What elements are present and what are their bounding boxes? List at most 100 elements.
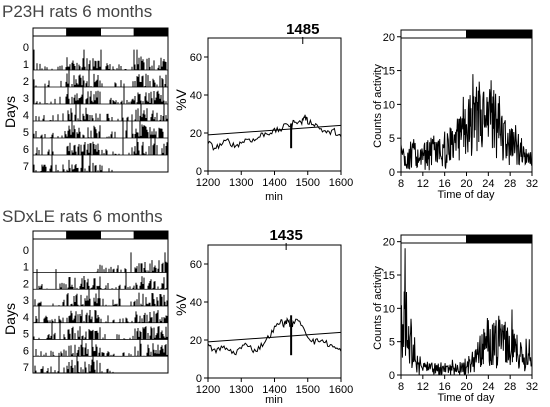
periodogram-xtick-label: 1300 xyxy=(229,177,253,189)
periodogram-ytick-label: 60 xyxy=(190,52,202,64)
row1-periodogram-ylabel: %V xyxy=(173,88,189,110)
profile-ytick-label: 0 xyxy=(389,370,395,382)
actogram-day-label: 7 xyxy=(23,161,29,173)
row2-title: SDxLE rats 6 months xyxy=(2,207,163,226)
periodogram-xtick-label: 1200 xyxy=(196,384,220,396)
actogram-activity-bars xyxy=(33,83,167,104)
actogram-activity-bars xyxy=(32,352,114,373)
actogram-lightbar-segment xyxy=(133,230,169,240)
row1-actogram: Days 0 1 2 3 4 5 6 7 xyxy=(2,27,169,173)
profile-ytick-label: 15 xyxy=(383,66,395,78)
row2-periodogram: %V min 1435 1200 1300 1400 1500 1600 0 20 40 60 xyxy=(173,227,353,406)
profile-ytick-label: 10 xyxy=(383,99,395,111)
row1-periodogram: %V min 1485 1200 1300 1400 1500 1600 0 20 40 60 xyxy=(173,21,353,203)
periodogram-ytick-label: 40 xyxy=(190,90,202,102)
profile-ytick-label: 5 xyxy=(389,133,395,145)
actogram-activity-bars xyxy=(34,302,168,323)
actogram-day-label: 0 xyxy=(23,42,29,54)
row1-periodogram-frame xyxy=(207,37,342,172)
row1-profile-light-bar xyxy=(400,29,467,39)
row2-actogram-day-labels: 0 1 2 3 4 5 6 7 xyxy=(23,245,29,374)
actogram-activity-bars xyxy=(33,117,164,138)
actogram-day-label: 6 xyxy=(23,345,29,357)
actogram-lightbar-segment xyxy=(133,27,169,37)
row1-actogram-activity xyxy=(32,49,168,173)
periodogram-ytick-label: 0 xyxy=(196,373,202,385)
row1-periodogram-yticks: 0 20 40 60 xyxy=(190,52,208,178)
actogram-day-label: 4 xyxy=(23,110,29,122)
periodogram-xtick-label: 1600 xyxy=(329,384,353,396)
actogram-day-label: 3 xyxy=(23,295,29,307)
row2-profile-yticks: 0 5 10 15 20 xyxy=(383,237,401,382)
profile-ytick-label: 0 xyxy=(389,167,395,179)
profile-ytick-label: 20 xyxy=(383,237,395,249)
row2-profile-xticks: 8 12 16 20 24 28 32 xyxy=(398,375,538,393)
periodogram-xtick-label: 1300 xyxy=(229,384,253,396)
profile-xtick-label: 32 xyxy=(526,381,538,393)
actogram-activity-bars xyxy=(33,319,168,340)
profile-xtick-label: 20 xyxy=(460,178,472,190)
actogram-day-label: 5 xyxy=(23,127,29,139)
periodogram-xtick-label: 1400 xyxy=(262,177,286,189)
actogram-lightbar-segment xyxy=(100,27,135,37)
actogram-lightbar-segment xyxy=(66,27,101,37)
row2-periodogram-frame xyxy=(207,244,342,379)
row2-profile-xlabel: Time of day xyxy=(437,392,495,404)
row2-profile-ylabel: Counts of activity xyxy=(372,266,384,350)
row1-actogram-lightbar xyxy=(32,27,169,37)
actogram-day-label: 3 xyxy=(23,93,29,105)
row2-periodogram-peak-label: 1435 xyxy=(269,227,302,244)
row1-profile: Counts of activity Time of day 8 12 16 20 24… xyxy=(372,29,538,201)
profile-xtick-label: 24 xyxy=(482,381,494,393)
row2-actogram-activity xyxy=(32,252,168,374)
row1-profile-ylabel: Counts of activity xyxy=(372,64,384,148)
actogram-day-label: 2 xyxy=(23,278,29,290)
profile-ytick-label: 20 xyxy=(383,32,395,44)
row1-periodogram-xticks: 1200 1300 1400 1500 1600 xyxy=(196,171,353,189)
periodogram-xtick-label: 1400 xyxy=(262,384,286,396)
actogram-day-label: 7 xyxy=(23,362,29,374)
actogram-day-label: 0 xyxy=(23,245,29,257)
actogram-day-label: 4 xyxy=(23,312,29,324)
profile-xtick-label: 32 xyxy=(526,178,538,190)
periodogram-ytick-label: 0 xyxy=(196,166,202,178)
row1-profile-xticks: 8 12 16 20 24 28 32 xyxy=(398,172,538,190)
row1-periodogram-line xyxy=(207,114,342,151)
row1-profile-line xyxy=(400,74,532,171)
row2-periodogram-xticks: 1200 1300 1400 1500 1600 xyxy=(196,378,353,396)
actogram-day-label: 5 xyxy=(23,329,29,341)
profile-xtick-label: 16 xyxy=(439,381,451,393)
periodogram-xtick-label: 1500 xyxy=(296,384,320,396)
periodogram-ytick-label: 20 xyxy=(190,128,202,140)
actogram-activity-bars xyxy=(32,285,168,306)
row2-profile-dark-bar xyxy=(466,234,533,244)
actogram-day-label: 6 xyxy=(23,144,29,156)
actogram-activity-bars xyxy=(33,49,167,70)
row1-periodogram-peak-label: 1485 xyxy=(286,21,319,38)
periodogram-ytick-label: 40 xyxy=(190,297,202,309)
profile-xtick-label: 20 xyxy=(460,381,472,393)
row2-actogram-lightbar xyxy=(32,230,169,240)
actogram-activity-bars xyxy=(96,252,168,273)
row1-profile-yticks: 0 5 10 15 20 xyxy=(383,32,401,179)
row2-periodogram-significance-line xyxy=(207,331,342,343)
row2-profile-line xyxy=(400,248,532,376)
row1-periodogram-xlabel: min xyxy=(265,191,283,203)
row1-actogram-day-labels: 0 1 2 3 4 5 6 7 xyxy=(23,42,29,173)
periodogram-ytick-label: 60 xyxy=(190,259,202,271)
periodogram-xtick-label: 1600 xyxy=(329,177,353,189)
row2-actogram-ylabel: Days xyxy=(2,303,18,335)
actogram-day-label: 1 xyxy=(23,262,29,274)
periodogram-xtick-label: 1200 xyxy=(196,177,220,189)
row1-periodogram-significance-line xyxy=(207,124,342,136)
actogram-activity-bars xyxy=(36,269,168,290)
actogram-lightbar-segment xyxy=(66,230,101,240)
profile-ytick-label: 10 xyxy=(383,303,395,315)
periodogram-xtick-label: 1500 xyxy=(296,177,320,189)
row2-profile: Counts of activity Time of day 8 12 16 20 24… xyxy=(372,234,538,404)
row1-profile-xlabel: Time of day xyxy=(437,189,495,201)
periodogram-ytick-label: 20 xyxy=(190,335,202,347)
actogram-lightbar-segment xyxy=(100,230,135,240)
row1-profile-dark-bar xyxy=(466,29,533,39)
